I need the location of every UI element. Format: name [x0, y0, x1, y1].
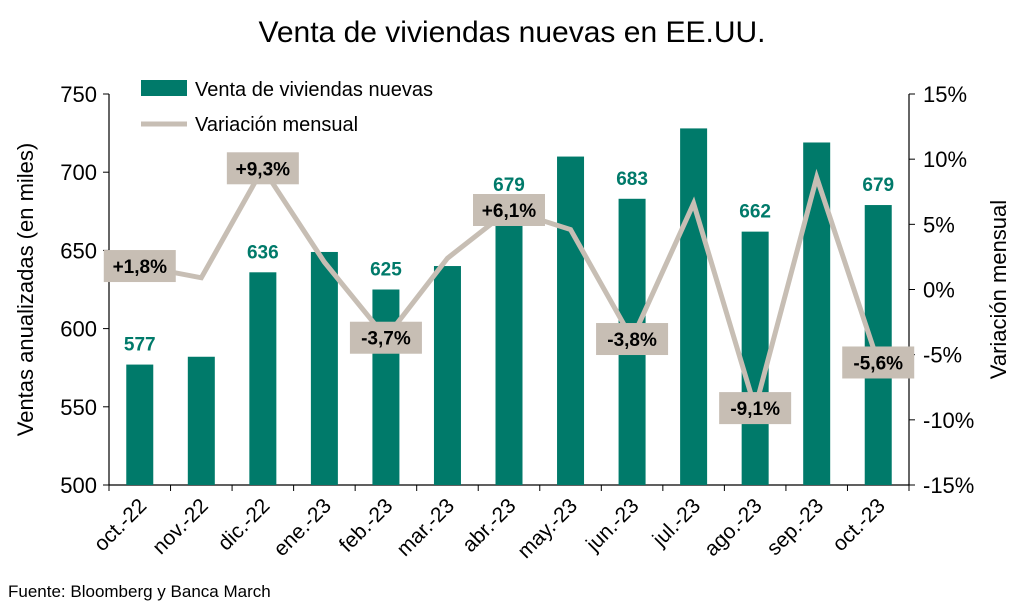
- bar-ene.-23: [310, 251, 338, 485]
- bar-oct.-22: [126, 364, 154, 485]
- y-tick-label: 750: [60, 82, 97, 107]
- x-tick-label: sep.-23: [762, 494, 828, 560]
- y2-tick-label: -15%: [923, 473, 974, 498]
- bar-value-label: 636: [247, 242, 279, 263]
- line-value-label: -3,8%: [607, 330, 657, 351]
- bar-sep.-23: [803, 142, 831, 485]
- bar-value-label: 662: [739, 202, 771, 223]
- y2-axis-title: Variación mensual: [986, 200, 1011, 379]
- x-tick-label: may.-23: [513, 494, 582, 563]
- line-value-label: -3,7%: [361, 329, 411, 350]
- x-tick-label: oct.-22: [90, 494, 152, 556]
- bar-mar.-23: [433, 266, 461, 485]
- x-tick-label: jul.-23: [648, 494, 705, 551]
- x-tick-label: dic.-22: [214, 494, 275, 555]
- bar-jul.-23: [680, 128, 708, 485]
- x-tick-label: feb.-23: [335, 494, 398, 557]
- y-tick-label: 500: [60, 473, 97, 498]
- y2-tick-label: 0%: [923, 278, 955, 303]
- bar-may.-23: [557, 156, 585, 485]
- y-tick-label: 650: [60, 238, 97, 263]
- bar-ago.-23: [741, 231, 769, 485]
- line-label-box: [719, 392, 792, 425]
- x-tick-label: abr.-23: [458, 494, 521, 557]
- y2-tick-label: 10%: [923, 147, 967, 172]
- line-value-label: -5,6%: [853, 353, 903, 374]
- legend: Venta de viviendas nuevas Variación mensu…: [141, 79, 433, 136]
- chart-title: Venta de viviendas nuevas en EE.UU.: [258, 16, 766, 49]
- bar-value-label: 625: [370, 260, 402, 281]
- line-label-box: [473, 193, 545, 226]
- legend-bar-swatch: [141, 80, 187, 96]
- line-label-box: [226, 152, 299, 185]
- y-tick-label: 550: [60, 395, 97, 420]
- bar-value-label: 577: [124, 335, 156, 356]
- bar-oct.-23: [864, 205, 892, 485]
- y2-tick-label: 15%: [923, 82, 967, 107]
- line-label-box: [349, 321, 422, 354]
- bar-dic.-22: [249, 272, 277, 485]
- line-value-label: +6,1%: [482, 201, 537, 222]
- source-note: Fuente: Bloomberg y Banca March: [8, 582, 271, 601]
- line-value-label: +1,8%: [113, 257, 168, 278]
- bar-nov.-22: [187, 356, 215, 485]
- y2-tick-label: -10%: [923, 408, 974, 433]
- x-tick-label: nov.-22: [148, 494, 213, 559]
- line-value-label: +9,3%: [236, 159, 291, 180]
- line-label-box: [842, 346, 915, 379]
- bar-abr.-23: [495, 205, 523, 485]
- line-label-box: [596, 323, 669, 356]
- y-tick-label: 700: [60, 160, 97, 185]
- bar-feb.-23: [372, 289, 400, 485]
- legend-bar-label: Venta de viviendas nuevas: [195, 79, 433, 101]
- line-value-label: -9,1%: [730, 399, 780, 420]
- x-tick-label: ago.-23: [700, 494, 767, 561]
- bar-value-label: 679: [862, 175, 894, 196]
- x-tick-label: ene.-23: [269, 494, 336, 561]
- data-labels: 577 636 625 679 683 662 679 +1,8% +9,3% -3,7% +6,1…: [103, 152, 915, 425]
- y-axis-title: Ventas anualizadas (en miles): [13, 143, 38, 437]
- bar-value-label: 683: [616, 169, 648, 190]
- x-tick-label: mar.-23: [392, 494, 459, 561]
- line-label-box: [103, 250, 176, 283]
- y2-tick-label: -5%: [923, 343, 962, 368]
- x-tick-label: jun.-23: [581, 494, 643, 556]
- y-tick-label: 600: [60, 317, 97, 342]
- x-tick-label: oct.-23: [828, 494, 890, 556]
- y2-tick-label: 5%: [923, 212, 955, 237]
- legend-line-label: Variación mensual: [195, 114, 358, 136]
- bar-value-label: 679: [493, 175, 525, 196]
